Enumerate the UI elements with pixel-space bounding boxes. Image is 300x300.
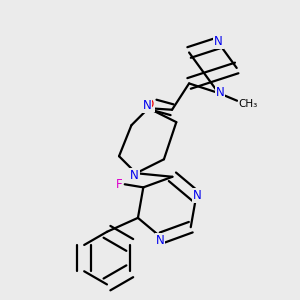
Text: F: F	[116, 178, 122, 191]
Text: O: O	[145, 98, 154, 111]
Text: N: N	[214, 35, 223, 48]
Text: CH₃: CH₃	[238, 99, 258, 110]
Text: N: N	[216, 86, 224, 100]
Text: N: N	[130, 169, 139, 182]
Text: N: N	[156, 234, 164, 247]
Text: N: N	[193, 189, 202, 202]
Text: N: N	[142, 99, 151, 112]
